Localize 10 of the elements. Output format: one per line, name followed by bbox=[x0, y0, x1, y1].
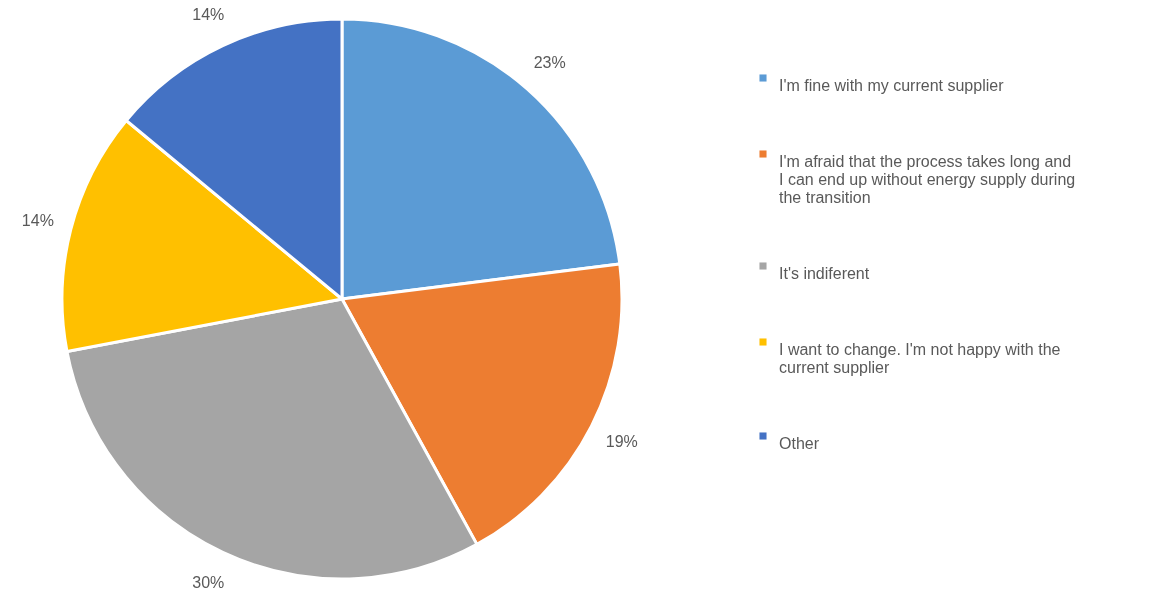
legend-label: I'm fine with my current supplier bbox=[779, 77, 1005, 94]
data-label: 19% bbox=[605, 432, 638, 450]
data-label: 14% bbox=[192, 5, 225, 23]
data-label: 14% bbox=[21, 211, 54, 229]
data-label: 30% bbox=[192, 574, 225, 592]
legend-label: It's indiferent bbox=[779, 265, 870, 282]
legend-label: I want to change. I'm not happy with the current supplier bbox=[779, 341, 1061, 376]
data-label: 23% bbox=[533, 54, 566, 72]
legend-label: I'm afraid that the process takes long and I can end up without energy supply during the transition bbox=[779, 153, 1076, 206]
legend-label: Other bbox=[779, 435, 820, 452]
